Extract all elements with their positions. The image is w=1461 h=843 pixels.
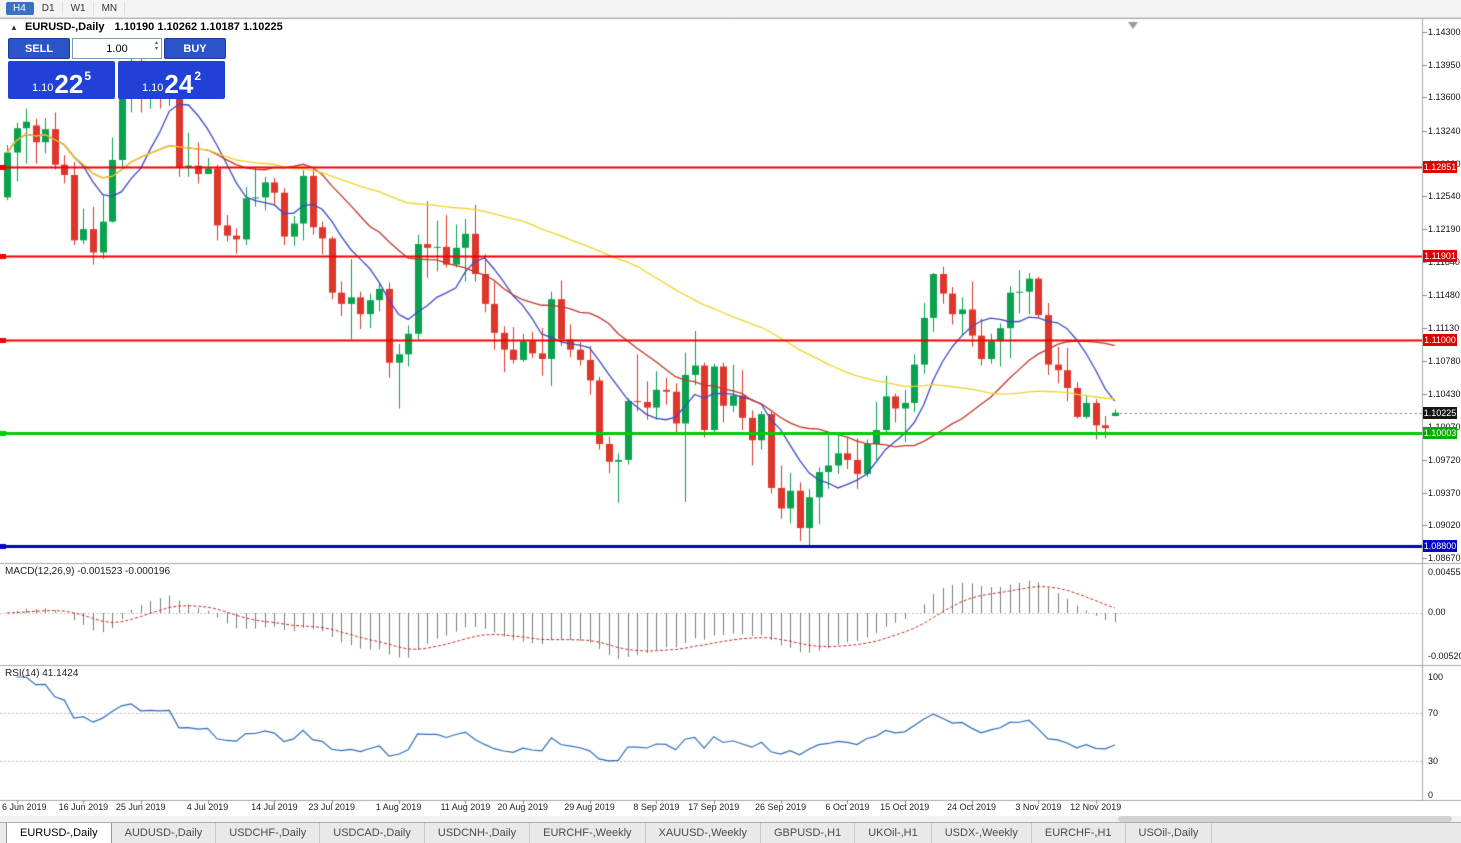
chart-tab-bar: EURUSD-,Daily AUDUSD-,Daily USDCHF-,Daily U…	[0, 822, 1461, 843]
chart-title: ▲ EURUSD-,Daily 1.10190 1.10262 1.10187 …	[10, 21, 283, 33]
chart-tab-eurusd-daily[interactable]: EURUSD-,Daily	[6, 823, 112, 843]
timeframe-button-w1[interactable]: W1	[64, 2, 94, 15]
collapse-panel-icon[interactable]: ▲	[10, 23, 18, 32]
chart-tab-usoil-daily[interactable]: USOil-,Daily	[1126, 823, 1213, 843]
buy-price-prefix: 1.10	[141, 82, 164, 94]
horizontal-scrollbar-thumb[interactable]	[1118, 816, 1452, 822]
chart-tab-eurchf-h1[interactable]: EURCHF-,H1	[1032, 823, 1126, 843]
chart-tab-usdx-weekly[interactable]: USDX-,Weekly	[932, 823, 1032, 843]
sell-price-prefix: 1.10	[31, 82, 54, 94]
chart-tab-eurchf-weekly[interactable]: EURCHF-,Weekly	[530, 823, 646, 843]
buy-price-big: 24	[164, 69, 194, 99]
spinner-down-icon[interactable]: ▾	[154, 46, 158, 52]
timeframe-button-h4[interactable]: H4	[6, 2, 34, 15]
buy-price-display[interactable]: 1.10 24 2	[118, 61, 225, 99]
spinner-up-icon[interactable]: ▴	[154, 40, 158, 46]
chart-tab-usdcnh-daily[interactable]: USDCNH-,Daily	[425, 823, 531, 843]
volume-spinner[interactable]: ▴ ▾	[155, 40, 158, 52]
timeframe-button-mn[interactable]: MN	[95, 2, 126, 15]
chart-tab-usdchf-daily[interactable]: USDCHF-,Daily	[216, 823, 321, 843]
one-click-trading-panel: SELL 1.00 ▴ ▾ BUY 1.10 22 5 1.10 24 2	[8, 38, 226, 99]
chart-tab-audusd-daily[interactable]: AUDUSD-,Daily	[112, 823, 217, 843]
chart-tab-gbpusd-h1[interactable]: GBPUSD-,H1	[761, 823, 856, 843]
buy-button[interactable]: BUY	[164, 38, 226, 59]
sell-price-big: 22	[54, 69, 84, 99]
timeframe-toolbar: H4 D1 W1 MN	[0, 0, 1461, 18]
chart-tab-ukoil-h1[interactable]: UKOil-,H1	[855, 823, 932, 843]
sell-price-sup: 5	[84, 69, 92, 83]
sell-price-display[interactable]: 1.10 22 5	[8, 61, 115, 99]
chart-tab-xauusd-weekly[interactable]: XAUUSD-,Weekly	[646, 823, 761, 843]
symbol-period-label: EURUSD-,Daily	[24, 21, 105, 33]
timeframe-button-d1[interactable]: D1	[35, 2, 63, 15]
horizontal-scrollbar[interactable]	[0, 816, 1461, 822]
sell-button[interactable]: SELL	[8, 38, 70, 59]
chart-tab-usdcad-daily[interactable]: USDCAD-,Daily	[320, 823, 425, 843]
buy-price-sup: 2	[194, 69, 202, 83]
rsi-indicator-label: RSI(14) 41.1424	[5, 668, 79, 679]
volume-input[interactable]: 1.00 ▴ ▾	[72, 38, 162, 59]
ohlc-values: 1.10190 1.10262 1.10187 1.10225	[114, 21, 283, 33]
macd-indicator-label: MACD(12,26,9) -0.001523 -0.000196	[5, 566, 171, 577]
volume-value: 1.00	[106, 42, 128, 55]
